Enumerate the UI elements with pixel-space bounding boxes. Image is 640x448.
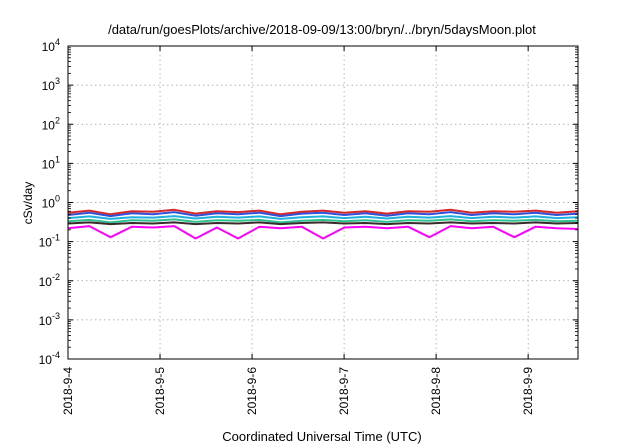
chart-title: /data/run/goesPlots/archive/2018-09-09/1… bbox=[108, 22, 536, 37]
x-axis: 2018-9-4 2018-9-5 2018-9-6 2018-9-7 2018-9-8… bbox=[61, 46, 535, 415]
x-tick-label: 2018-9-4 bbox=[61, 367, 75, 415]
y-tick-label: 10-3 bbox=[39, 311, 60, 328]
y-tick-label: 10-1 bbox=[39, 233, 60, 250]
y-tick-label-exponent: 0 bbox=[55, 194, 60, 204]
grid bbox=[68, 46, 578, 359]
y-tick-label: 10-2 bbox=[39, 272, 60, 289]
series-line-3 bbox=[67, 215, 579, 220]
y-tick-label: 100 bbox=[42, 194, 60, 211]
y-tick-label: 104 bbox=[42, 37, 60, 54]
y-tick-label-base: 10 bbox=[42, 118, 56, 132]
y-tick-label: 10-4 bbox=[39, 350, 60, 367]
x-tick-label: 2018-9-5 bbox=[153, 367, 167, 415]
y-tick-label-exponent: 4 bbox=[55, 37, 60, 47]
series-line-5 bbox=[67, 221, 579, 226]
y-tick-label-exponent: 3 bbox=[55, 76, 60, 86]
series-line-4 bbox=[67, 218, 579, 224]
y-tick-label-base: 10 bbox=[39, 314, 53, 328]
y-tick-label-base: 10 bbox=[42, 197, 56, 211]
y-tick-label-base: 10 bbox=[39, 236, 53, 250]
y-tick-label-exponent: 1 bbox=[55, 154, 60, 164]
x-tick-label: 2018-9-6 bbox=[245, 367, 259, 415]
y-tick-label: 102 bbox=[42, 115, 60, 132]
series-line-6 bbox=[67, 225, 579, 240]
y-tick-label-exponent: -4 bbox=[52, 350, 60, 360]
x-tick-label: 2018-9-7 bbox=[337, 367, 351, 415]
y-tick-label-exponent: -2 bbox=[52, 272, 60, 282]
y-axis-label: cSv/day bbox=[21, 182, 35, 225]
x-tick-label: 2018-9-8 bbox=[429, 367, 443, 415]
series-line-1 bbox=[67, 208, 579, 216]
y-tick-label-base: 10 bbox=[39, 353, 53, 367]
y-tick-label-base: 10 bbox=[39, 275, 53, 289]
x-tick-label: 2018-9-9 bbox=[521, 367, 535, 415]
y-tick-label: 103 bbox=[42, 76, 60, 93]
y-tick-label-base: 10 bbox=[42, 79, 56, 93]
y-tick-label-exponent: 2 bbox=[55, 115, 60, 125]
y-tick-label-exponent: -3 bbox=[52, 311, 60, 321]
series-line-2 bbox=[67, 211, 579, 218]
y-tick-label-base: 10 bbox=[42, 157, 56, 171]
y-tick-label: 101 bbox=[42, 154, 60, 171]
y-tick-label-base: 10 bbox=[42, 40, 56, 54]
y-tick-label-exponent: -1 bbox=[52, 233, 60, 243]
x-axis-label: Coordinated Universal Time (UTC) bbox=[222, 429, 421, 444]
series-layer bbox=[67, 208, 579, 240]
